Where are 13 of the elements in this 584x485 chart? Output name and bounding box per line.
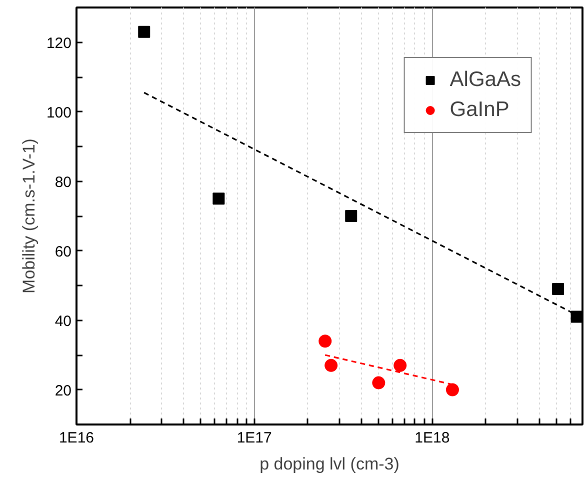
x-tick-label: 1E17 — [236, 430, 272, 446]
y-tick-label: 20 — [54, 382, 72, 400]
y-tick-label: 100 — [46, 104, 72, 122]
y-tick-label: 40 — [54, 312, 72, 330]
y-tick-label: 60 — [54, 243, 72, 260]
x-axis-title: p doping lvl (cm-3) — [260, 454, 400, 474]
legend-label: GaInP — [450, 98, 510, 122]
y-tick-label: 80 — [54, 174, 72, 191]
x-tick-label: 1E16 — [58, 430, 94, 446]
x-tick-label: 1E18 — [414, 430, 450, 446]
legend-label: AlGaAs — [450, 68, 521, 92]
y-axis-title: Mobility (cm.s-1.V-1) — [19, 138, 38, 294]
y-tick-label: 120 — [46, 34, 72, 52]
